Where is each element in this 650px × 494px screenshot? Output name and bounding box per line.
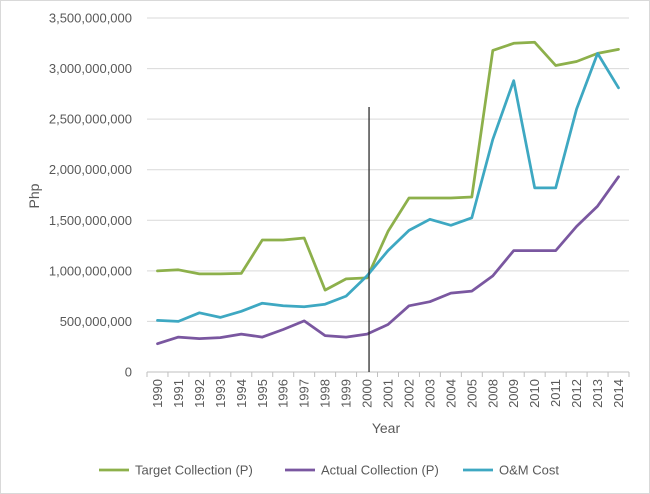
x-tick-label: 2003: [422, 379, 437, 408]
x-tick-label: 1999: [339, 379, 354, 408]
y-tick-label: 2,000,000,000: [49, 162, 132, 177]
y-axis-tick-labels: 0 500,000,000 1,000,000,000 1,500,000,000 2,…: [49, 11, 132, 380]
y-tick-label: 500,000,000: [60, 314, 132, 329]
legend-label: O&M Cost: [499, 463, 559, 478]
x-axis-title: Year: [372, 420, 401, 436]
legend-label: Actual Collection (P): [321, 463, 439, 478]
x-axis: [146, 371, 630, 377]
x-tick-label: 2000: [360, 379, 375, 408]
x-tick-label: 1993: [213, 379, 228, 408]
x-tick-label: 2011: [548, 379, 563, 407]
gridlines: [147, 17, 629, 322]
x-tick-label: 2008: [485, 379, 500, 408]
x-tick-label: 2004: [443, 379, 458, 408]
y-axis-title: Php: [26, 183, 42, 208]
y-tick-label: 1,000,000,000: [49, 263, 132, 278]
series-lines: [156, 40, 620, 346]
x-tick-label: 1991: [171, 379, 186, 408]
series-line: [156, 175, 620, 346]
x-tick-label: 2010: [527, 379, 542, 408]
x-tick-label: 1997: [297, 379, 312, 408]
x-tick-label: 1990: [150, 379, 165, 408]
legend: Target Collection (P) Actual Collection (…: [99, 463, 559, 478]
x-tick-label: 1992: [192, 379, 207, 408]
x-axis-tick-labels: 1990 1991 1992 1993 1994 1995 1996 1997 1998 1999…: [150, 379, 626, 408]
series-line: [156, 52, 620, 323]
y-tick-label: 2,500,000,000: [49, 112, 132, 127]
y-tick-label: 1,500,000,000: [49, 213, 132, 228]
x-tick-label: 2013: [590, 379, 605, 408]
y-tick-label: 3,000,000,000: [49, 61, 132, 76]
legend-label: Target Collection (P): [135, 463, 253, 478]
x-tick-label: 2001: [381, 379, 396, 408]
y-tick-label: 0: [125, 365, 132, 380]
x-tick-label: 1996: [276, 379, 291, 408]
x-tick-label: 1995: [255, 379, 270, 408]
series-line: [156, 40, 620, 292]
x-tick-label: 1998: [318, 379, 333, 408]
x-tick-label: 1994: [234, 379, 249, 408]
y-tick-label: 3,500,000,000: [49, 11, 132, 26]
x-tick-label: 2014: [611, 379, 626, 408]
x-tick-label: 2002: [401, 379, 416, 408]
x-tick-label: 2012: [569, 379, 584, 408]
x-tick-label: 2009: [506, 379, 521, 408]
x-tick-label: 2005: [464, 379, 479, 408]
